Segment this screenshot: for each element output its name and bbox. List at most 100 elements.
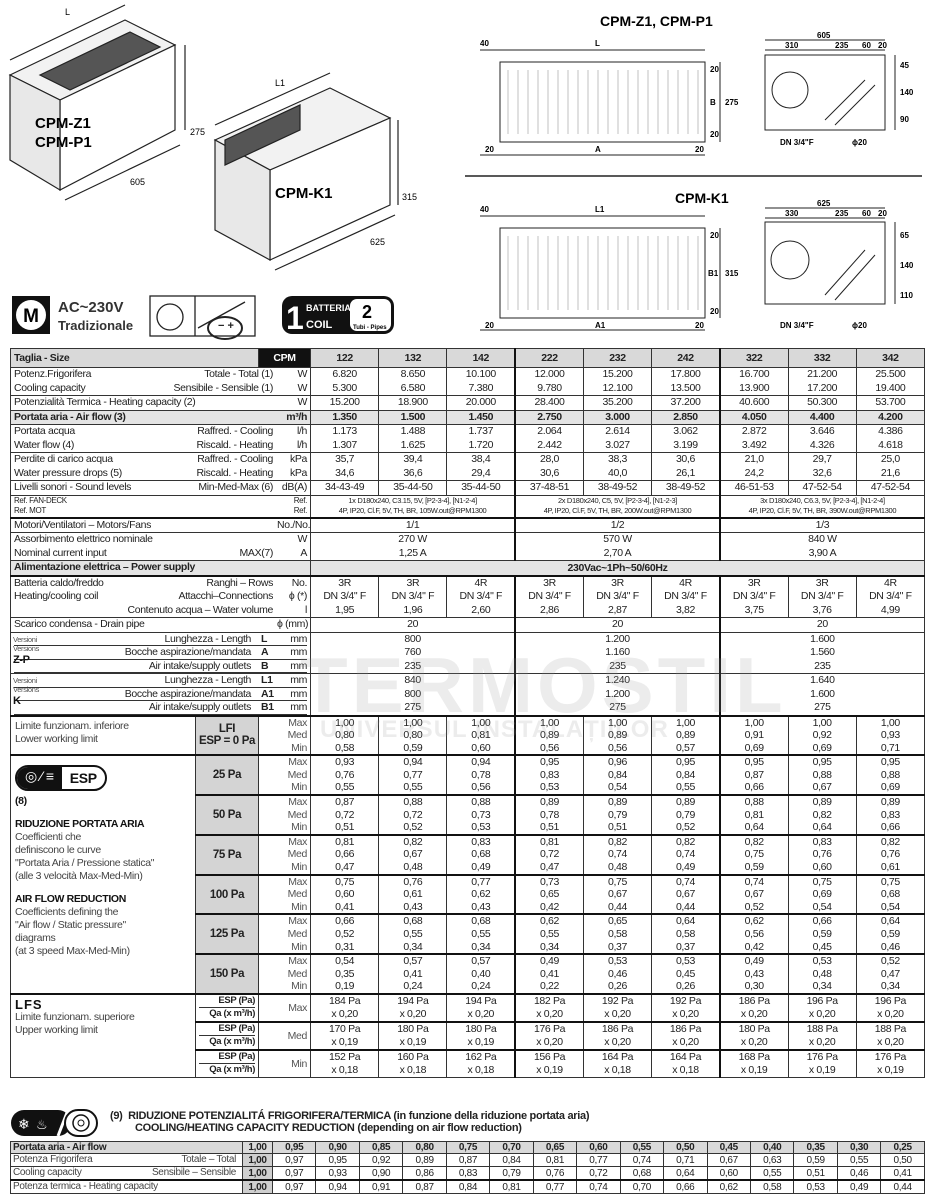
reduction-header: Portata aria - Air flow 1,00 0,95 0,90 0,85 0… [10,1141,925,1154]
airflow-factor: x 0,19 [536,1063,563,1076]
reduction-factor: 0,46 [836,1166,882,1181]
dim-label: L1 [595,205,605,214]
coefficient: 0,58 [675,928,695,940]
version-code: Z-P [13,653,30,666]
model-cell: CPM [258,348,312,368]
version-en: Versions [13,685,39,694]
coefficient: 0,53 [675,955,695,968]
airflow-factor: x 0,20 [536,1035,563,1048]
cell-line: 6.580 [400,381,426,394]
lfs-cell: 186 Pa x 0,20 [718,992,789,1023]
dim-label: 60 [862,41,871,50]
unit: mm [290,632,308,645]
side-view-z [764,39,896,131]
label-text: Ref. FAN-DECK [14,495,67,505]
speed-level: Max [288,875,308,888]
airflow-ratio: 0,65 [532,1141,578,1154]
value-cell: 53.700 [855,395,926,411]
esp-value: 176 Pa [533,1023,566,1036]
speed-levels: Max Med Min [258,873,312,915]
tag-text: 75 Pa [212,848,242,861]
airflow-factor: x 0,20 [467,1007,495,1020]
label-text: Perdite di carico acqua [14,453,113,466]
value-cell: 1.450 [446,409,516,425]
coefficient-cell: 0,57 0,40 0,24 [446,953,516,995]
label-line: Water flow (4) Riscald. - Heating l/h [14,439,307,452]
lfs-cell: 180 Pa x 0,19 [378,1020,448,1051]
lfs-cell: 186 Pa x 0,20 [582,1020,653,1051]
coefficient: 1,00 [880,716,900,729]
label-text: Livelli sonori - Sound levels [14,481,132,493]
airflow-ratio: 1,00 [242,1141,273,1154]
airflow-factor: x 0,19 [467,1035,495,1048]
version-label: Versioni Versions K [13,676,39,707]
size-322: 322 [718,348,789,368]
lfs-cell: 192 Pa x 0,20 [582,992,653,1023]
dim-label: 45 [900,61,909,70]
airflow-factor: x 0,20 [808,1007,836,1020]
value-cell: 1.500 [378,409,448,425]
coefficient: 0,48 [812,967,832,980]
label-line: Potenzialità Termica - Heating capacity … [14,396,307,409]
cell-line: 15.200 [329,396,360,408]
coefficient-cell: 0,94 0,78 0,56 [446,754,516,796]
coefficient: 0,53 [471,821,491,834]
coefficient: 0,82 [403,835,423,848]
unit: m³/h [286,410,308,423]
spec-row: Assorbimento elettrico nominale W Nominal … [9,532,925,561]
label-line: Potenz.Frigorifera Totale - Total (1) W [14,369,307,382]
reduction-factor: 0,70 [619,1179,665,1194]
coefficient-cell: 0,64 0,58 0,37 [651,913,721,955]
esp-value: 186 Pa [669,1023,702,1036]
dim-label: 90 [900,115,909,124]
coefficient-cell: 0,89 0,79 0,51 [582,794,653,836]
reduction-factor: 0,66 [663,1179,708,1194]
reduction-row: Cooling capacity Sensibile – Sensible 1,00… [10,1166,925,1181]
coefficient: 0,61 [880,861,900,874]
coefficient: 0,49 [675,861,695,874]
esp-row: 50 Pa Max Med Min 0,87 0,72 0,51 0,88 0,72 0,52 0,… [11,794,926,836]
value-cell: 37-48-51 [514,480,584,496]
cell-line: 4.050 [741,410,767,423]
airflow-factor: x 0,20 [331,1007,358,1020]
reduction-factor: 0,81 [489,1179,534,1194]
tag-text: 150 Pa [209,968,245,981]
cell-line: 35-44-50 [461,481,501,493]
coefficient: 0,74 [744,875,764,888]
esp-value: 192 Pa [601,995,634,1008]
lfs-cell: 176 Pa x 0,19 [787,1048,857,1078]
reduction-factor: 0,84 [445,1179,491,1194]
cell-line: 800 [404,687,421,700]
speed-level: Med [287,768,308,781]
cell-line: 6.820 [332,368,357,381]
lfs-cell: 196 Pa x 0,20 [855,992,926,1023]
coefficient: 0,59 [744,861,764,874]
coefficient: 0,49 [471,861,491,874]
cell-line: 270 W [398,533,427,546]
label-line: Portata aria - Air flow (3) m³/h [14,410,308,424]
label-sub: Air intake/supply outlets [148,659,252,672]
coefficient-cell: 0,73 0,65 0,42 [514,873,584,915]
coefficient: 0,81 [471,729,491,742]
lfs-cell: 164 Pa x 0,18 [582,1048,653,1078]
value-cell: 30,6 26,1 [651,452,721,481]
spec-row: Potenz.Frigorifera Totale - Total (1) W Coo… [9,367,926,396]
merged-value-cell: 270 W 1,25 A [310,532,516,561]
dim-label: 20 [710,130,719,139]
merged-value-cell: 840 W 3,90 A [718,532,925,561]
coefficient: 0,67 [403,848,423,861]
reduction-factor: 0,87 [445,1153,491,1167]
size-332: 332 [787,348,857,368]
esp-value: 180 Pa [465,1023,497,1036]
coefficient: 0,53 [607,955,628,968]
esp-row: 150 Pa Max Med Min 0,54 0,35 0,19 0,57 0,41 0,24 0… [11,953,926,995]
spec-row: Perdite di carico acqua Raffred. - Coolin… [9,452,926,481]
reduction-factor: 0,83 [445,1166,491,1181]
coefficient: 0,96 [607,756,628,769]
lfs-title: LFS [15,996,43,1012]
airflow-factor: x 0,20 [808,1035,836,1048]
dim-label: DN 3/4"F [780,321,814,330]
reduction-factor: 0,60 [706,1166,751,1181]
coefficient-cell: 0,66 0,52 0,31 [310,913,380,955]
